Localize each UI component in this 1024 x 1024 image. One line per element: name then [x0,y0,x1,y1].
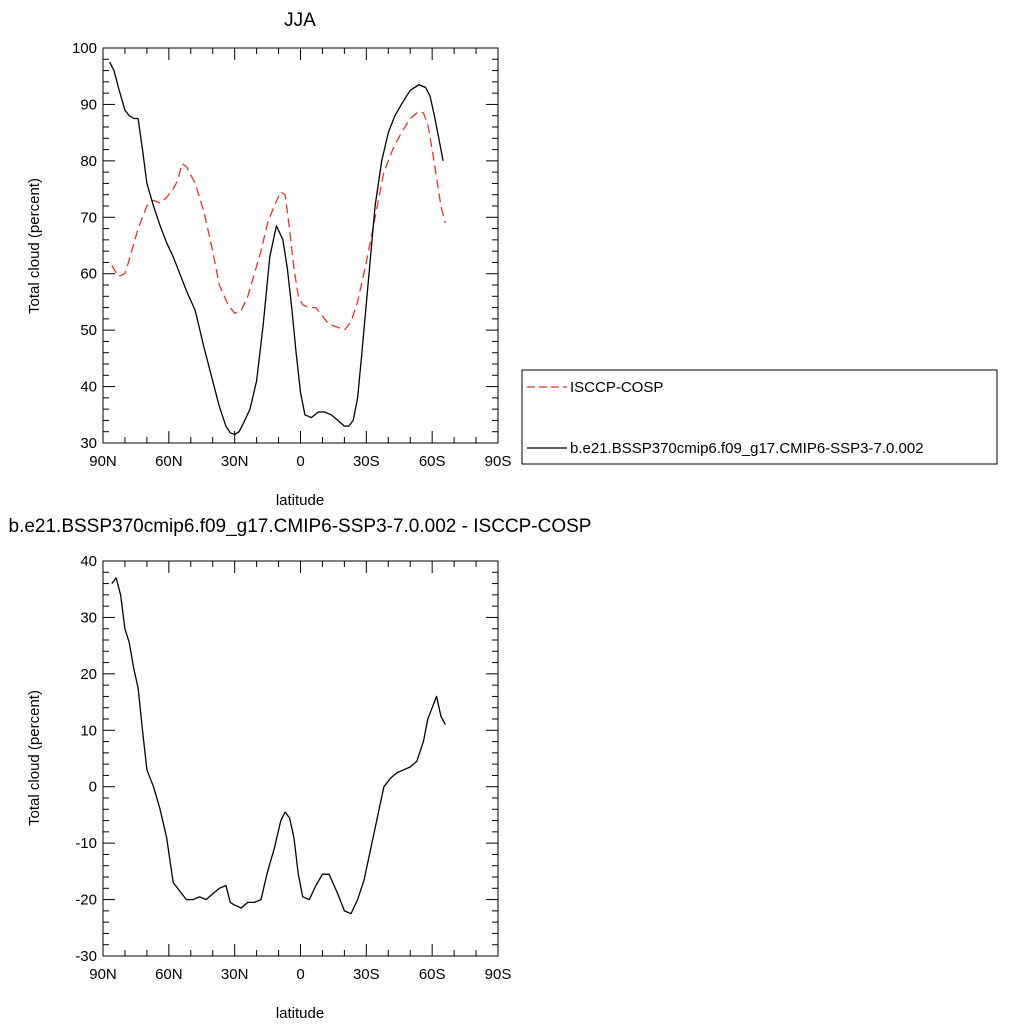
top-x-tick-label: 90N [89,453,117,470]
top-series-line-0 [111,110,446,331]
legend-label-model: b.e21.BSSP370cmip6.f09_g17.CMIP6-SSP3-7.… [570,440,924,457]
top-y-tick-label: 60 [80,266,97,283]
legend: ISCCP-COSP b.e21.BSSP370cmip6.f09_g17.CM… [521,369,998,465]
top-y-tick-label: 80 [80,153,97,170]
top-x-tick-label: 0 [296,453,304,470]
top-x-axis-label: latitude [276,492,324,509]
bottom-series-line-0 [111,577,446,915]
bottom-series [111,577,446,915]
bottom-x-axis-label: latitude [276,1005,324,1022]
top-y-tick-label: 100 [72,40,97,57]
top-title: JJA [284,10,316,31]
bottom-y-tick-label: 10 [80,722,97,739]
top-y-tick-label: 30 [80,435,97,452]
bottom-x-tick-label: 60N [155,966,183,983]
bottom-y-axis-label: Total cloud (percent) [26,690,43,826]
top-panel: JJA 90N 60N 30N 0 30S 60S 90S 30 40 50 60 70 80 90 100… [26,10,511,509]
top-y-tick-label: 70 [80,209,97,226]
bottom-x-tick-label: 90N [89,966,117,983]
top-tick-labels: 90N 60N 30N 0 30S 60S 90S 30 40 50 60 70 80 90 100 [72,40,511,470]
bottom-y-tick-label: -20 [75,892,97,909]
bottom-x-tick-label: 30N [221,966,249,983]
top-ticks [102,47,499,444]
top-series-line-1 [109,61,444,436]
bottom-y-tick-label: 0 [89,779,97,796]
bottom-y-tick-label: 40 [80,553,97,570]
bottom-y-tick-label: -10 [75,835,97,852]
bottom-tick-labels: 90N 60N 30N 0 30S 60S 90S -30 -20 -10 0 10 20 30 40 [75,553,511,983]
top-y-tick-label: 50 [80,322,97,339]
bottom-x-tick-label: 60S [419,966,446,983]
top-x-tick-label: 90S [485,453,512,470]
bottom-title: b.e21.BSSP370cmip6.f09_g17.CMIP6-SSP3-7.… [9,516,592,537]
bottom-y-tick-label: 30 [80,609,97,626]
top-x-tick-label: 30N [221,453,249,470]
top-x-tick-label: 30S [353,453,380,470]
bottom-y-tick-label: -30 [75,948,97,965]
top-x-tick-label: 60S [419,453,446,470]
top-plot-frame [102,47,499,444]
top-y-tick-label: 90 [80,96,97,113]
top-x-tick-label: 60N [155,453,183,470]
legend-label-isccp: ISCCP-COSP [570,379,663,396]
top-series [109,61,446,436]
legend-box [521,369,998,465]
bottom-panel: b.e21.BSSP370cmip6.f09_g17.CMIP6-SSP3-7.… [9,516,592,1022]
bottom-x-tick-label: 0 [296,966,304,983]
bottom-ticks [102,560,499,957]
bottom-y-tick-label: 20 [80,666,97,683]
top-y-tick-label: 40 [80,379,97,396]
top-y-axis-label: Total cloud (percent) [26,178,43,314]
bottom-plot-frame [102,560,499,957]
bottom-x-tick-label: 30S [353,966,380,983]
bottom-x-tick-label: 90S [485,966,512,983]
